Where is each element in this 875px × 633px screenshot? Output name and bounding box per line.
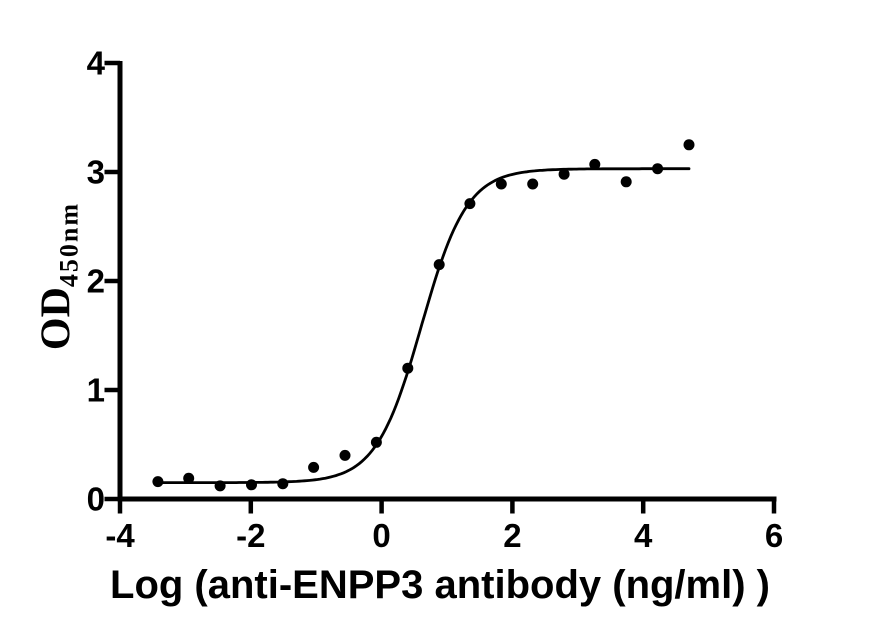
data-point <box>683 139 695 151</box>
x-tick-label: -2 <box>236 517 265 554</box>
data-point <box>433 259 445 271</box>
y-tick-label: 0 <box>87 481 105 518</box>
data-point <box>308 461 320 473</box>
data-point <box>402 362 414 374</box>
x-tick-label: 4 <box>634 517 653 554</box>
y-tick-label: 4 <box>87 45 106 82</box>
x-tick-label: 0 <box>372 517 390 554</box>
y-axis-title-base: OD <box>33 287 80 351</box>
data-point <box>339 449 351 461</box>
y-tick-label: 2 <box>87 263 105 300</box>
y-tick-label: 1 <box>87 372 105 409</box>
data-point <box>495 178 507 190</box>
data-point <box>652 163 664 175</box>
x-axis-title: Log (anti-ENPP3 antibody (ng/ml) ) <box>110 563 770 607</box>
y-tick-label: 3 <box>87 154 105 191</box>
data-point <box>620 176 632 188</box>
data-point <box>246 479 257 491</box>
data-point <box>370 436 382 448</box>
data-point <box>589 158 601 170</box>
y-axis-title-subscript: 450nm <box>54 201 84 288</box>
y-axis-title: OD450nm <box>33 201 84 351</box>
data-point <box>214 480 226 492</box>
data-point <box>558 168 570 180</box>
fit-curve <box>156 167 691 484</box>
data-point <box>183 472 195 484</box>
data-point <box>277 478 289 490</box>
x-tick-label: -4 <box>105 517 135 554</box>
data-point <box>464 198 476 210</box>
x-tick-label: 6 <box>765 517 783 554</box>
data-point <box>527 178 539 190</box>
x-tick-label: 2 <box>503 517 521 554</box>
data-point <box>152 476 164 488</box>
